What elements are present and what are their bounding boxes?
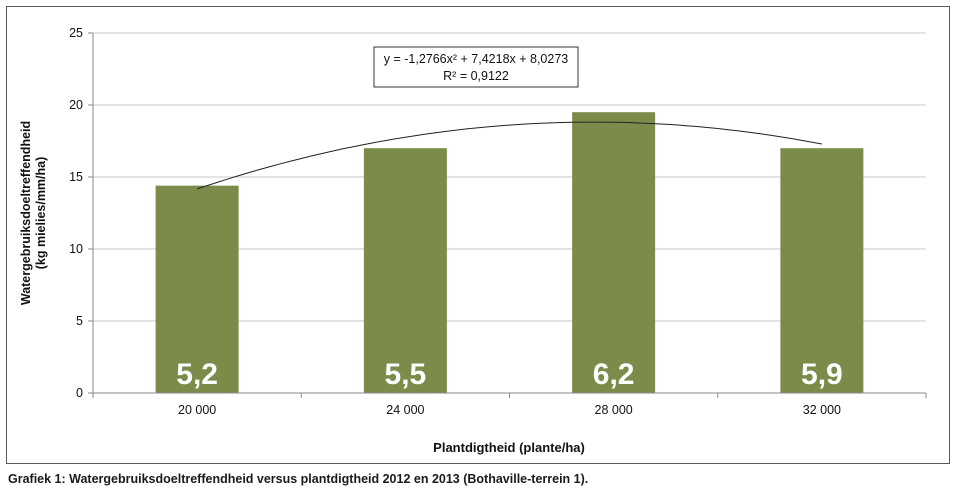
chart-frame bbox=[6, 6, 950, 464]
bar-value-label: 5,5 bbox=[385, 358, 427, 391]
bar-value-label: 6,2 bbox=[593, 358, 635, 391]
y-axis-title-line2: (kg mielies/mm/ha) bbox=[34, 157, 48, 270]
y-tick-label: 0 bbox=[76, 386, 83, 400]
x-tick-label: 32 000 bbox=[803, 403, 841, 417]
bar-value-label: 5,2 bbox=[176, 358, 218, 391]
bar bbox=[780, 148, 864, 393]
bars bbox=[155, 112, 864, 393]
x-tick-labels: 20 000 24 000 28 000 32 000 bbox=[178, 403, 841, 417]
bar-value-labels: 5,2 5,5 6,2 5,9 bbox=[176, 358, 842, 391]
y-tick-label: 10 bbox=[69, 242, 83, 256]
y-axis-title-line1: Watergebruiksdoeltreffendheid bbox=[19, 121, 33, 305]
y-tick-label: 20 bbox=[69, 98, 83, 112]
x-tick-label: 24 000 bbox=[386, 403, 424, 417]
y-tick-label: 5 bbox=[76, 314, 83, 328]
axes bbox=[92, 33, 926, 394]
y-tick-label: 25 bbox=[69, 26, 83, 40]
trendline bbox=[196, 121, 822, 190]
bar bbox=[363, 148, 447, 393]
y-tick-labels: 0 5 10 15 20 25 bbox=[69, 26, 83, 400]
x-tick-label: 28 000 bbox=[595, 403, 633, 417]
trendline-equation: y = -1,2766x² + 7,4218x + 8,0273 bbox=[384, 52, 569, 66]
figure-caption: Grafiek 1: Watergebruiksdoeltreffendheid… bbox=[8, 472, 589, 486]
bar bbox=[572, 112, 656, 393]
bar-value-label: 5,9 bbox=[801, 358, 843, 391]
x-tick-label: 20 000 bbox=[178, 403, 216, 417]
bar bbox=[155, 185, 239, 393]
trendline-equation-box bbox=[373, 46, 579, 88]
y-tick-label: 15 bbox=[69, 170, 83, 184]
x-axis-title: Plantdigtheid (plante/ha) bbox=[433, 440, 585, 455]
trendline-r-squared: R² = 0,9122 bbox=[443, 69, 509, 83]
